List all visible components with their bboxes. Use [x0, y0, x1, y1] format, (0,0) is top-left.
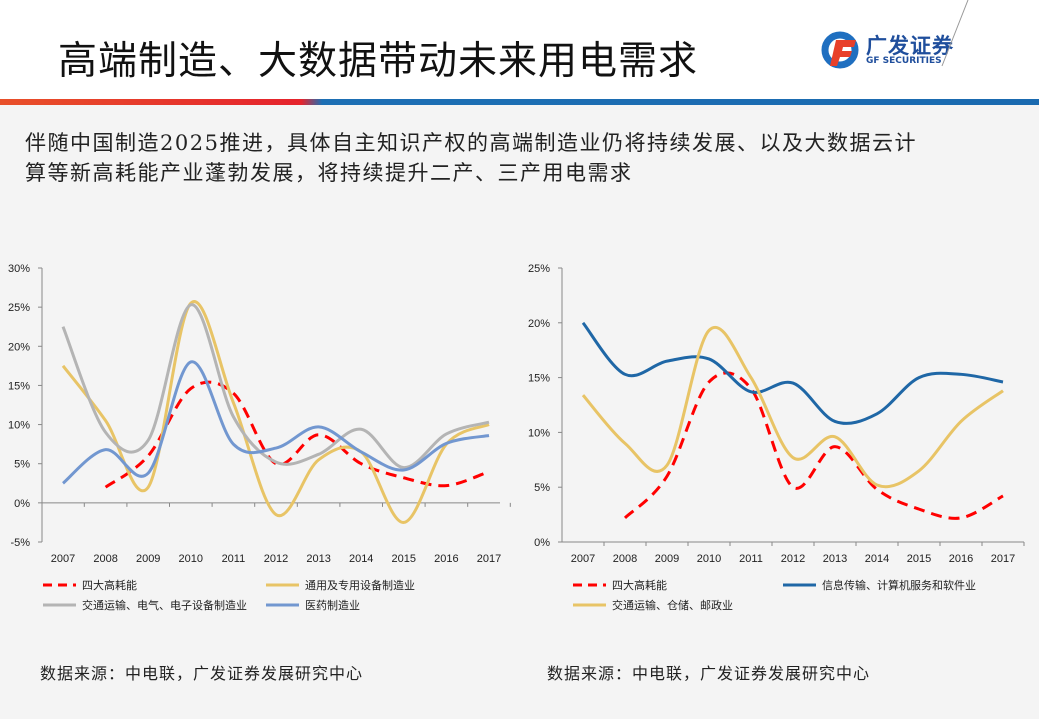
y-tick-label: 20% — [528, 318, 550, 330]
series-line-2 — [61, 300, 490, 524]
legend-label: 医药制造业 — [305, 598, 360, 612]
x-tick-label: 2015 — [907, 553, 931, 565]
x-tick-label: 2013 — [306, 553, 330, 565]
y-tick-label: 0% — [14, 498, 30, 510]
x-tick-label: 2012 — [781, 553, 805, 565]
legend-label: 信息传输、计算机服务和软件业 — [822, 578, 976, 592]
gf-logo-icon — [821, 31, 859, 69]
x-tick-label: 2017 — [991, 553, 1015, 565]
y-tick-label: 10% — [8, 420, 30, 432]
series-line-3 — [61, 303, 490, 470]
gf-securities-logo: 广发证券 GF SECURITIES — [820, 30, 960, 70]
y-tick-label: 0% — [534, 537, 550, 549]
x-tick-label: 2013 — [823, 553, 847, 565]
legend-label: 交通运输、仓储、邮政业 — [612, 598, 733, 612]
subtitle-line-1: 伴随中国制造2025推进，具体自主知识产权的高端制造业仍将持续发展、以及大数据云… — [25, 131, 917, 155]
x-tick-label: 2014 — [349, 553, 373, 565]
x-tick-label: 2009 — [136, 553, 160, 565]
y-tick-label: 5% — [14, 459, 30, 471]
series-line-3 — [581, 326, 1004, 489]
source-right: 数据来源：中电联，广发证券发展研究中心 — [547, 664, 871, 683]
x-tick-label: 2008 — [613, 553, 637, 565]
x-tick-label: 2010 — [179, 553, 203, 565]
legend-label: 交通运输、电气、电子设备制造业 — [82, 598, 247, 612]
x-tick-label: 2016 — [949, 553, 973, 565]
series-line-4 — [62, 360, 490, 485]
decor-slash — [941, 0, 969, 67]
page-title: 高端制造、大数据带动未来用电需求 — [58, 39, 699, 84]
y-tick-label: 30% — [8, 263, 30, 275]
x-tick-label: 2011 — [739, 553, 763, 565]
y-tick-label: 15% — [528, 373, 550, 385]
x-tick-label: 2008 — [93, 553, 117, 565]
x-tick-label: 2012 — [264, 553, 288, 565]
y-tick-label: 25% — [8, 302, 30, 314]
x-tick-label: 2015 — [392, 553, 416, 565]
series-line-1 — [623, 371, 1004, 520]
legend-label: 四大高耗能 — [82, 578, 137, 592]
y-tick-label: 20% — [8, 341, 30, 353]
x-tick-label: 2007 — [51, 553, 75, 565]
x-tick-label: 2011 — [222, 553, 246, 565]
y-tick-label: 5% — [534, 482, 550, 494]
x-tick-label: 2016 — [434, 553, 458, 565]
x-tick-label: 2009 — [655, 553, 679, 565]
logo-text-cn: 广发证券 — [866, 34, 954, 58]
x-tick-label: 2010 — [697, 553, 721, 565]
x-tick-label: 2014 — [865, 553, 889, 565]
subtitle-line-2: 算等新高耗能产业蓬勃发展，将持续提升二产、三产用电需求 — [25, 161, 633, 185]
source-left: 数据来源：中电联，广发证券发展研究中心 — [40, 664, 364, 683]
header-rule — [0, 99, 1039, 105]
x-tick-label: 2007 — [571, 553, 595, 565]
legend-label: 四大高耗能 — [612, 578, 667, 592]
chart-1: -5% 0% 5% 10% 15% 20% 25% 30% 2007 2008 2009 2010 20… — [8, 263, 511, 612]
x-tick-label: 2017 — [477, 553, 501, 565]
y-tick-label: 10% — [528, 427, 550, 439]
y-tick-label: -5% — [10, 537, 30, 549]
y-tick-label: 15% — [8, 380, 30, 392]
series-line-2 — [581, 321, 1004, 425]
content-area — [0, 105, 1039, 719]
chart-2: 0% 5% 10% 15% 20% 25% 2007 2008 2009 2010 2011 2012… — [528, 263, 1025, 612]
y-tick-label: 25% — [528, 263, 550, 275]
legend-label: 通用及专用设备制造业 — [305, 578, 415, 592]
logo-text-en: GF SECURITIES — [866, 56, 942, 66]
